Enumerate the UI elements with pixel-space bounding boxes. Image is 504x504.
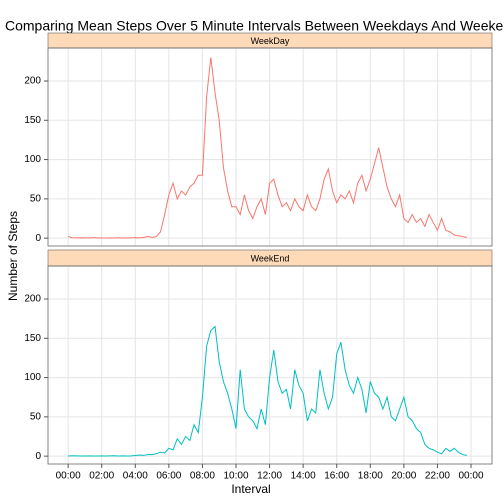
y-tick-label: 50	[30, 193, 42, 204]
y-axis-label: Number of Steps	[6, 211, 20, 301]
x-tick-label: 02:00	[89, 471, 114, 482]
x-tick-label: 12:00	[257, 471, 282, 482]
y-tick-label: 100	[24, 154, 41, 165]
x-tick-label: 18:00	[358, 471, 383, 482]
x-tick-label: 22:00	[425, 471, 450, 482]
y-tick-label: 200	[24, 76, 41, 87]
series-line	[68, 325, 467, 457]
x-tick-label: 20:00	[391, 471, 416, 482]
x-axis-label: Interval	[231, 482, 270, 496]
y-tick-label: 150	[24, 333, 41, 344]
facet-label: WeekDay	[251, 36, 290, 46]
facet-label: WeekEnd	[251, 253, 290, 263]
series-line	[68, 57, 467, 239]
x-tick-label: 08:00	[190, 471, 215, 482]
x-tick-label: 14:00	[291, 471, 316, 482]
x-tick-label: 16:00	[324, 471, 349, 482]
x-tick-label: 00:00	[56, 471, 81, 482]
x-tick-label: 00:00	[459, 471, 484, 482]
chart-title: Comparing Mean Steps Over 5 Minute Inter…	[5, 18, 504, 34]
y-tick-label: 50	[30, 411, 42, 422]
y-tick-label: 100	[24, 372, 41, 383]
x-tick-label: 10:00	[223, 471, 248, 482]
x-tick-label: 06:00	[156, 471, 181, 482]
y-tick-label: 150	[24, 115, 41, 126]
y-tick-label: 200	[24, 294, 41, 305]
panel-border	[47, 47, 493, 247]
y-tick-label: 0	[35, 451, 41, 462]
y-tick-label: 0	[35, 233, 41, 244]
x-tick-label: 04:00	[123, 471, 148, 482]
